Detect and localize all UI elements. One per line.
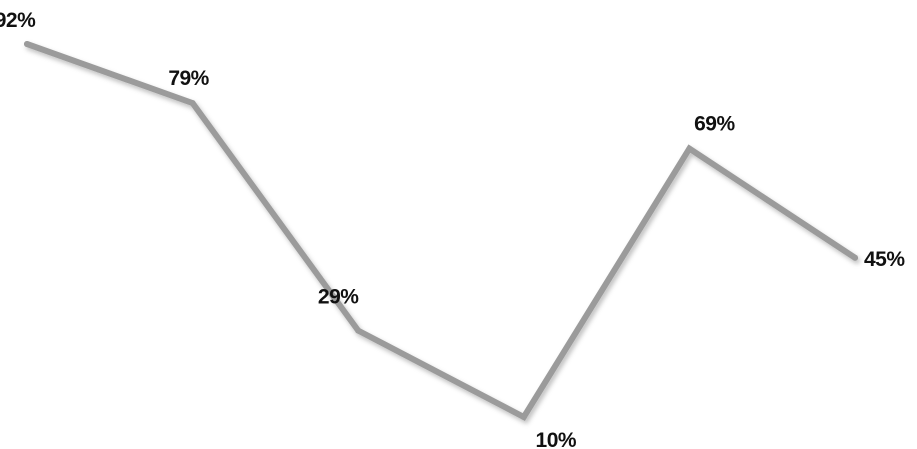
data-point-2 bbox=[189, 100, 196, 107]
data-point-4 bbox=[520, 414, 527, 420]
data-label-layer: 92% 79% 29% 10% 69% 45% bbox=[0, 9, 906, 449]
series-line bbox=[24, 41, 858, 421]
data-label-4: 10% bbox=[536, 429, 577, 449]
series-layer bbox=[24, 41, 858, 421]
data-label-6: 45% bbox=[864, 248, 905, 271]
data-point-5 bbox=[686, 145, 693, 152]
data-point-6 bbox=[852, 254, 858, 261]
data-label-2: 79% bbox=[168, 67, 209, 90]
data-point-1 bbox=[24, 41, 30, 47]
data-label-3: 29% bbox=[318, 286, 359, 309]
data-label-5: 69% bbox=[694, 113, 735, 136]
data-label-1: 92% bbox=[0, 9, 36, 32]
data-point-3 bbox=[355, 327, 362, 334]
